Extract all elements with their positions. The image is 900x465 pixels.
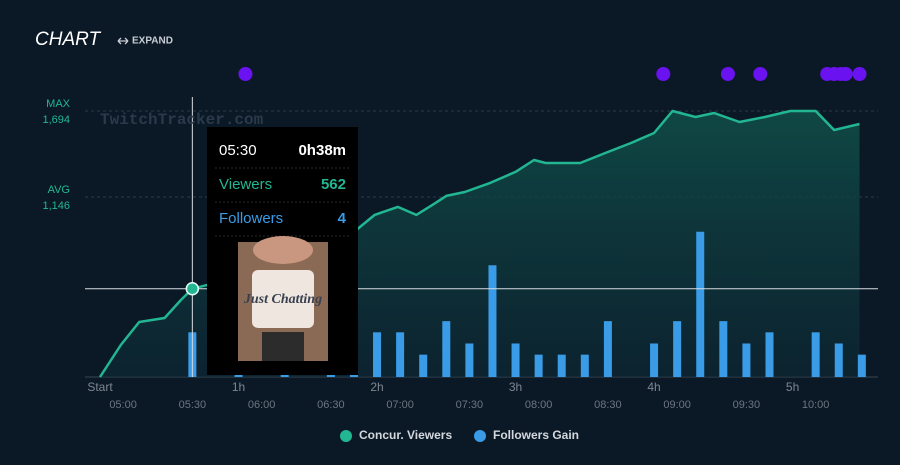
legend-item[interactable]: Followers Gain — [474, 428, 579, 442]
followers-bar — [373, 332, 382, 377]
game-art-cup — [252, 270, 314, 328]
game-art: Just Chatting — [238, 236, 328, 361]
reference-label: AVG — [48, 184, 70, 196]
followers-bar — [673, 321, 682, 377]
time-tick-label: 07:30 — [456, 399, 484, 411]
x-tick-label: 2h — [370, 380, 383, 394]
tooltip-time: 05:30 — [219, 142, 257, 159]
legend-item[interactable]: Concur. Viewers — [340, 428, 452, 442]
event-marker[interactable] — [753, 67, 768, 81]
chart-title: CHART — [35, 29, 101, 50]
time-tick-label: 09:00 — [663, 399, 691, 411]
tooltip-followers: 4 — [338, 210, 347, 227]
reference-value: 1,694 — [42, 114, 70, 126]
time-tick-label: 08:30 — [594, 399, 622, 411]
x-tick-label: Start — [87, 380, 113, 394]
tooltip-duration: 0h38m — [298, 142, 346, 159]
tooltip-followers-label: Followers — [219, 210, 283, 227]
legend-swatch — [340, 430, 352, 442]
followers-bar — [580, 354, 589, 377]
legend-label[interactable]: Concur. Viewers — [359, 428, 452, 442]
followers-bar — [465, 343, 474, 377]
followers-bar — [419, 354, 428, 377]
reference-label: MAX — [46, 98, 71, 110]
followers-bar — [765, 332, 774, 377]
x-tick-label: 3h — [509, 380, 522, 394]
followers-bar — [696, 231, 705, 377]
time-tick-label: 07:00 — [386, 399, 414, 411]
followers-bar — [534, 354, 543, 377]
legend: Concur. Viewers Followers Gain — [340, 428, 579, 442]
event-marker[interactable] — [656, 67, 671, 81]
time-tick-label: 10:00 — [802, 399, 830, 411]
followers-bar — [442, 321, 451, 377]
event-marker[interactable] — [238, 67, 253, 81]
time-tick-label: 05:30 — [179, 399, 207, 411]
followers-bar — [811, 332, 820, 377]
event-marker[interactable] — [852, 67, 867, 81]
followers-bar — [650, 343, 659, 377]
expand-label[interactable]: EXPAND — [132, 36, 173, 47]
tooltip-viewers-label: Viewers — [219, 176, 272, 193]
followers-bar — [396, 332, 405, 377]
followers-bar — [857, 354, 866, 377]
legend-swatch — [474, 430, 486, 442]
expand-icon — [117, 37, 129, 45]
followers-bar — [834, 343, 843, 377]
reference-value: 1,146 — [42, 200, 70, 212]
tooltip-viewers: 562 — [321, 176, 346, 193]
followers-bar — [557, 354, 566, 377]
time-tick-label: 09:30 — [733, 399, 761, 411]
highlight-point — [185, 282, 200, 296]
x-tick-label: 1h — [232, 380, 245, 394]
event-marker[interactable] — [720, 67, 735, 81]
followers-bar — [488, 265, 497, 377]
followers-bar — [719, 321, 728, 377]
x-tick-label: 4h — [647, 380, 660, 394]
x-tick-label: 5h — [786, 380, 799, 394]
time-tick-label: 06:00 — [248, 399, 276, 411]
time-tick-label: 06:30 — [317, 399, 345, 411]
tooltip: 05:30 0h38m Viewers 562 Followers 4 Just… — [207, 127, 358, 375]
game-name: Just Chatting — [243, 292, 322, 307]
legend-label[interactable]: Followers Gain — [493, 428, 579, 442]
event-marker[interactable] — [838, 67, 853, 81]
game-art-mic — [262, 332, 304, 361]
watermark: TwitchTracker.com — [100, 111, 264, 129]
followers-bar — [603, 321, 612, 377]
time-tick-label: 08:00 — [525, 399, 553, 411]
time-tick-label: 05:00 — [109, 399, 137, 411]
followers-bar — [742, 343, 751, 377]
followers-bar — [511, 343, 520, 377]
expand-button[interactable]: EXPAND — [117, 36, 173, 47]
game-art-face — [253, 236, 313, 264]
